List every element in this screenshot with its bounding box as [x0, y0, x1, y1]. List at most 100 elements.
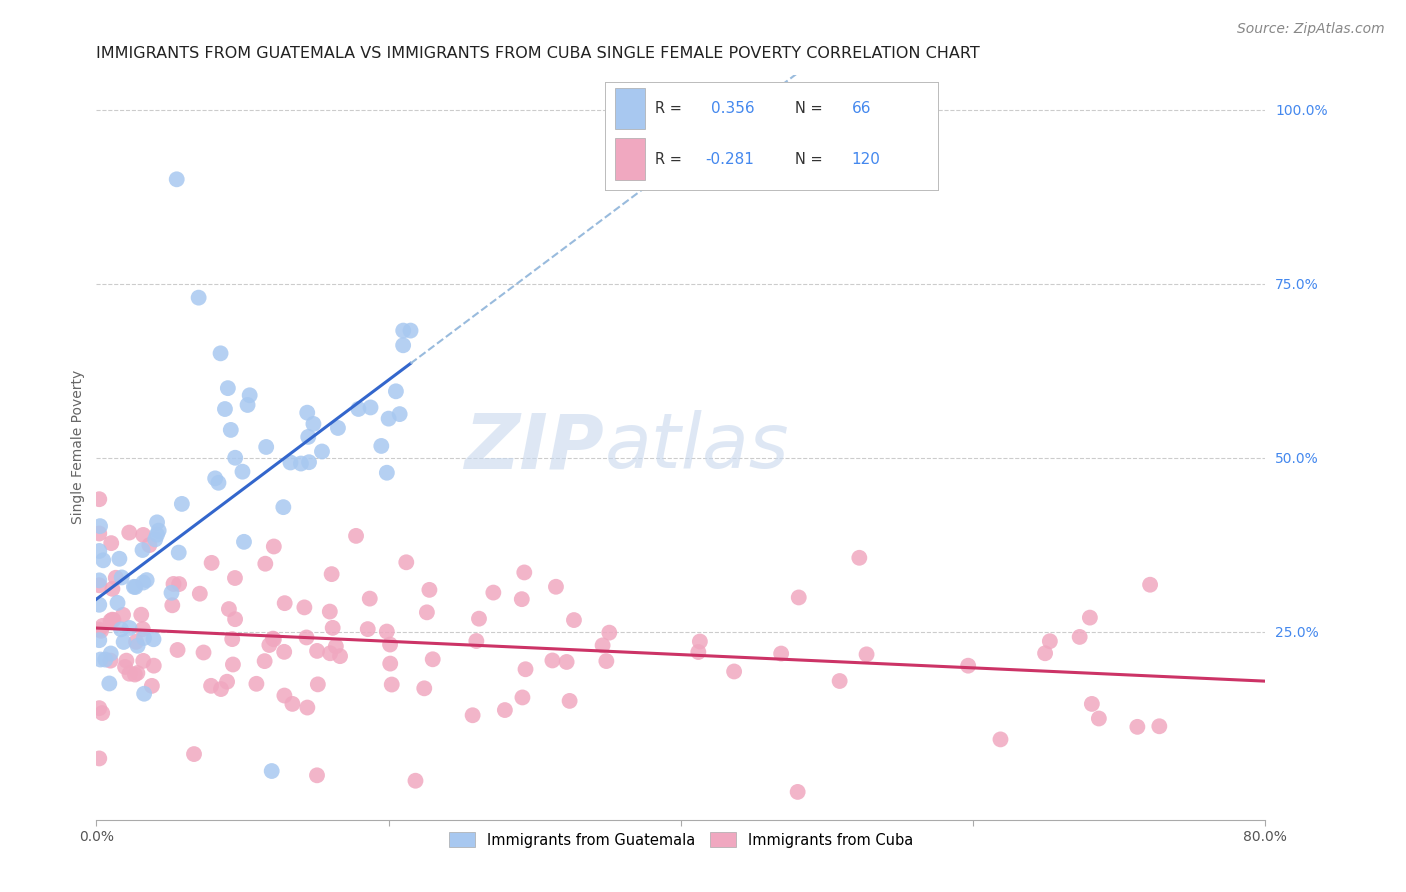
Point	[375, 624, 398, 639]
Point	[297, 430, 319, 444]
Point	[297, 406, 319, 420]
Point	[319, 646, 342, 660]
Point	[260, 764, 283, 778]
Point	[218, 602, 240, 616]
Point	[262, 632, 284, 646]
Point	[848, 550, 870, 565]
Point	[114, 660, 136, 674]
Point	[689, 634, 711, 648]
Point	[558, 694, 581, 708]
Point	[392, 324, 415, 338]
Point	[142, 632, 165, 647]
Point	[413, 681, 436, 696]
Point	[377, 411, 399, 425]
Point	[562, 613, 585, 627]
Point	[399, 324, 422, 338]
Point	[290, 457, 312, 471]
Point	[273, 500, 295, 515]
Y-axis label: Single Female Poverty: Single Female Poverty	[72, 370, 86, 524]
Point	[957, 658, 980, 673]
Point	[292, 600, 315, 615]
Point	[416, 605, 439, 619]
Point	[1039, 634, 1062, 648]
Point	[221, 632, 243, 646]
Point	[215, 674, 238, 689]
Text: atlas: atlas	[605, 410, 789, 484]
Point	[132, 654, 155, 668]
Point	[786, 785, 808, 799]
Point	[141, 679, 163, 693]
Point	[990, 732, 1012, 747]
Point	[385, 384, 408, 399]
Point	[100, 614, 122, 628]
Point	[233, 534, 256, 549]
Point	[513, 566, 536, 580]
Point	[89, 574, 111, 588]
Point	[787, 591, 810, 605]
Text: IMMIGRANTS FROM GUATEMALA VS IMMIGRANTS FROM CUBA SINGLE FEMALE POVERTY CORRELAT: IMMIGRANTS FROM GUATEMALA VS IMMIGRANTS …	[97, 46, 980, 62]
Point	[209, 681, 232, 696]
Point	[598, 625, 620, 640]
Point	[1088, 711, 1111, 725]
Point	[100, 654, 122, 668]
Point	[132, 631, 155, 645]
Point	[381, 677, 404, 691]
Point	[1081, 697, 1104, 711]
Point	[166, 643, 188, 657]
Point	[1126, 720, 1149, 734]
Point	[98, 676, 121, 690]
Point	[207, 475, 229, 490]
Point	[326, 421, 349, 435]
Point	[263, 540, 285, 554]
Point	[188, 587, 211, 601]
Point	[281, 697, 304, 711]
Point	[1149, 719, 1171, 733]
Point	[482, 585, 505, 599]
Point	[162, 599, 184, 613]
Point	[160, 586, 183, 600]
Point	[357, 622, 380, 636]
Point	[89, 492, 111, 507]
Point	[129, 607, 152, 622]
Point	[118, 621, 141, 635]
Point	[392, 338, 415, 352]
Point	[148, 524, 170, 538]
Point	[89, 623, 111, 637]
Point	[183, 747, 205, 761]
Point	[125, 635, 148, 649]
Point	[307, 677, 329, 691]
Point	[89, 751, 111, 765]
Point	[375, 466, 398, 480]
Legend: Immigrants from Guatemala, Immigrants from Cuba: Immigrants from Guatemala, Immigrants fr…	[443, 826, 918, 854]
Point	[166, 172, 188, 186]
Point	[101, 613, 124, 627]
Point	[193, 645, 215, 659]
Point	[110, 623, 132, 637]
Point	[245, 677, 267, 691]
Point	[138, 538, 160, 552]
Point	[167, 545, 190, 559]
Point	[322, 621, 344, 635]
Point	[224, 450, 246, 465]
Point	[112, 635, 135, 649]
Point	[100, 536, 122, 550]
Text: Source: ZipAtlas.com: Source: ZipAtlas.com	[1237, 22, 1385, 37]
Point	[142, 658, 165, 673]
Point	[510, 592, 533, 607]
Point	[541, 653, 564, 667]
Point	[555, 655, 578, 669]
Point	[1033, 646, 1056, 660]
Point	[100, 647, 122, 661]
Point	[828, 673, 851, 688]
Point	[135, 573, 157, 587]
Point	[112, 607, 135, 622]
Point	[127, 639, 149, 653]
Point	[200, 679, 222, 693]
Point	[143, 533, 166, 547]
Point	[723, 665, 745, 679]
Point	[418, 582, 440, 597]
Point	[1069, 630, 1091, 644]
Point	[592, 639, 614, 653]
Point	[89, 598, 111, 612]
Point	[115, 654, 138, 668]
